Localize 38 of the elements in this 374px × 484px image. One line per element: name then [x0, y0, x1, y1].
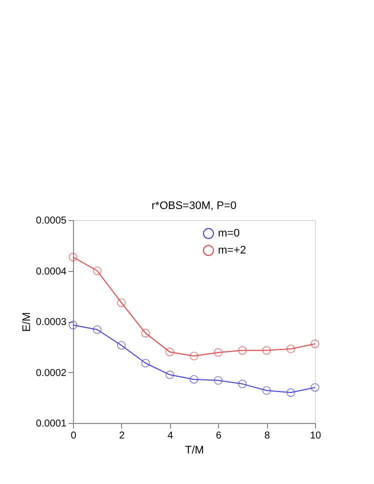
legend-label: m=+2 — [218, 244, 246, 256]
y-tick-label: 0.0001 — [36, 418, 67, 430]
chart-title: r*OBS=30M, P=0 — [152, 200, 236, 212]
point — [92, 266, 102, 276]
point — [262, 386, 271, 395]
point — [166, 370, 174, 380]
point — [68, 252, 78, 262]
point — [238, 346, 247, 355]
x-tick-label: 2 — [119, 430, 126, 442]
y-tick-label: 0.0004 — [36, 266, 67, 278]
x-tick-label: 0 — [70, 430, 77, 442]
x-tick-label: 6 — [216, 430, 222, 442]
point — [117, 341, 126, 350]
point — [92, 325, 102, 334]
x-tick-label: 8 — [264, 430, 270, 442]
y-axis-title: E/M — [20, 312, 33, 332]
point — [190, 352, 198, 360]
point — [68, 320, 78, 330]
point — [141, 358, 150, 368]
point — [310, 383, 320, 392]
y-tick-label: 0.0002 — [36, 368, 67, 379]
y-tick-label: 0.0005 — [36, 216, 67, 226]
point — [286, 344, 296, 354]
point — [262, 346, 271, 355]
point — [190, 375, 198, 384]
point — [166, 348, 174, 356]
point — [141, 328, 150, 338]
point — [310, 340, 320, 348]
point — [238, 380, 247, 388]
point — [214, 376, 222, 385]
point — [214, 348, 222, 357]
point — [117, 298, 126, 307]
legend-label: m=0 — [218, 228, 240, 240]
point — [286, 388, 296, 397]
y-tick-label: 0.0003 — [36, 317, 67, 328]
x-tick-label: 4 — [168, 430, 174, 442]
x-tick-label: 10 — [310, 430, 322, 442]
x-axis-title: T/M — [185, 444, 204, 456]
